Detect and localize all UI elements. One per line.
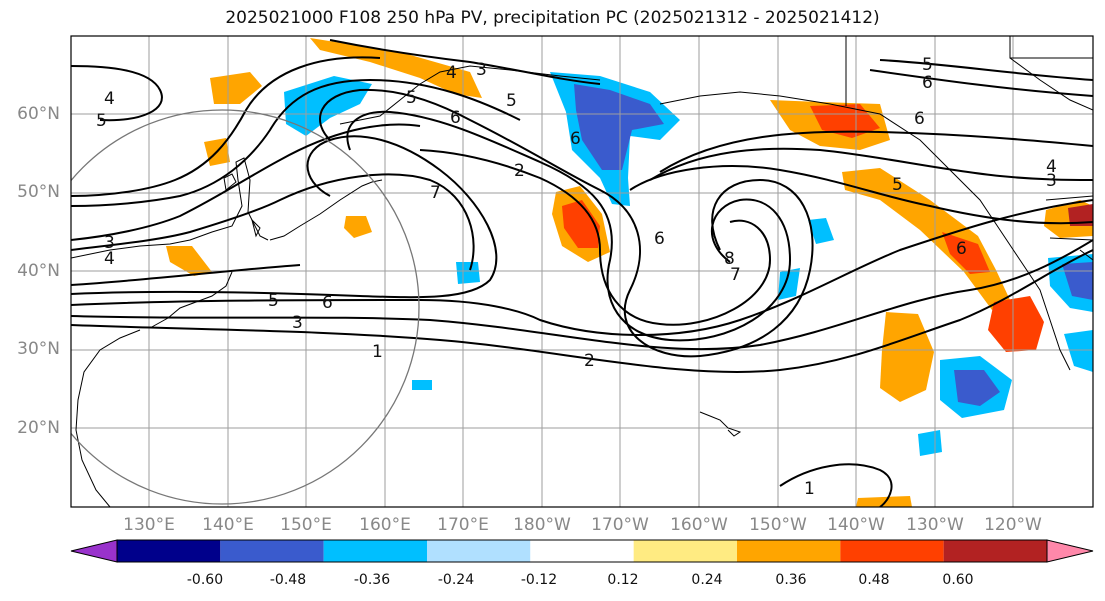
- precip-positive-area: [842, 168, 1010, 310]
- radius-circle: [71, 109, 420, 505]
- contour-label: 2: [514, 161, 525, 181]
- colorbar: [70, 539, 1094, 563]
- contour-label: 3: [476, 60, 487, 80]
- lon-tick: 180°W: [513, 515, 571, 535]
- precip-positive-area: [166, 246, 212, 276]
- precip-positive-area: [810, 104, 880, 138]
- colorbar-box: [943, 540, 1047, 562]
- lon-tick: 150°E: [280, 515, 332, 535]
- colorbar-label: -0.12: [520, 572, 558, 588]
- contour-label: 5: [922, 55, 933, 75]
- precip-positive-area: [344, 216, 372, 238]
- contour-label: 6: [654, 229, 665, 249]
- contour-label: 4: [446, 63, 457, 83]
- lat-tick: 20°N: [17, 418, 60, 438]
- precip-positive-area: [210, 72, 262, 104]
- colorbar-box: [323, 540, 427, 562]
- precip-shading: [166, 38, 1093, 507]
- contour-label: 4: [104, 249, 115, 269]
- lon-tick: 130°E: [123, 515, 175, 535]
- contour-label: 4: [1046, 157, 1057, 177]
- contour-label: 7: [730, 265, 741, 285]
- contour-label: 5: [96, 111, 107, 131]
- precip-negative-area: [574, 84, 664, 170]
- colorbar-box: [220, 540, 324, 562]
- contour-label: 5: [268, 291, 279, 311]
- contour-label: 6: [570, 129, 581, 149]
- lon-tick: 170°W: [591, 515, 649, 535]
- lon-tick: 170°E: [437, 515, 489, 535]
- precip-negative-area: [1064, 330, 1093, 372]
- contour-label: 3: [292, 313, 303, 333]
- map-frame: [70, 35, 1094, 508]
- precip-negative-area: [456, 262, 480, 284]
- colorbar-extend-high: [1046, 539, 1094, 563]
- colorbar-box: [737, 540, 841, 562]
- lon-tick: 150°W: [749, 515, 807, 535]
- precip-positive-area: [310, 38, 482, 98]
- contour-label: 6: [914, 109, 925, 129]
- pv-contours: [71, 39, 1093, 507]
- map-title: 2025021000 F108 250 hPa PV, precipitatio…: [225, 8, 880, 28]
- contour-labels: 4 5 3 4 3 5 4 5 6 7 2 6 5 6 3 1 2 6 8 7 …: [96, 55, 1057, 499]
- colorbar-label: -0.36: [353, 572, 391, 588]
- precip-positive-area: [1068, 204, 1093, 226]
- colorbar-box: [530, 540, 634, 562]
- contour-label: 3: [104, 233, 115, 253]
- lat-tick: 40°N: [17, 261, 60, 281]
- colorbar-label: 0.48: [858, 572, 890, 588]
- colorbar-label: 0.12: [607, 572, 639, 588]
- contour-label: 4: [104, 89, 115, 109]
- precip-positive-area: [562, 200, 600, 248]
- contour-label: 1: [372, 342, 383, 362]
- colorbar-label: -0.24: [437, 572, 475, 588]
- lat-tick: 50°N: [17, 182, 60, 202]
- colorbar-box: [633, 540, 737, 562]
- lon-tick: 140°W: [827, 515, 885, 535]
- contour-label: 6: [322, 293, 333, 313]
- precip-negative-area: [778, 268, 800, 300]
- colorbar-label: 0.36: [775, 572, 807, 588]
- precip-negative-area: [808, 218, 834, 244]
- precip-positive-area: [988, 296, 1044, 352]
- contour-label: 5: [892, 175, 903, 195]
- lat-tick: 60°N: [17, 104, 60, 124]
- contour-label: 3: [1046, 171, 1057, 191]
- colorbar-box: [427, 540, 531, 562]
- contour-label: 8: [724, 249, 735, 269]
- lat-tick: 30°N: [17, 339, 60, 359]
- colorbar-label: 0.24: [691, 572, 723, 588]
- colorbar-label: 0.60: [942, 572, 974, 588]
- colorbar-box: [840, 540, 944, 562]
- contour-label: 7: [430, 183, 441, 203]
- precip-positive-area: [880, 312, 934, 402]
- colorbar-extend-low: [70, 539, 118, 563]
- graticule: [71, 36, 1093, 507]
- contour-label: 6: [922, 73, 933, 93]
- contour-label: 6: [956, 239, 967, 259]
- contour-label: 2: [584, 351, 595, 371]
- lon-tick: 160°E: [359, 515, 411, 535]
- lon-tick: 140°E: [202, 515, 254, 535]
- precip-negative-area: [954, 370, 1000, 406]
- lon-tick: 120°W: [984, 515, 1042, 535]
- colorbar-label: -0.48: [269, 572, 307, 588]
- precip-positive-area: [942, 232, 990, 274]
- contour-label: 6: [450, 108, 461, 128]
- precip-negative-area: [412, 380, 432, 390]
- lon-tick: 160°W: [670, 515, 728, 535]
- precip-positive-area: [856, 496, 912, 507]
- contour-label: 5: [506, 91, 517, 111]
- contour-label: 5: [406, 88, 417, 108]
- lon-tick: 130°W: [906, 515, 964, 535]
- colorbar-box: [117, 540, 221, 562]
- colorbar-label: -0.60: [186, 572, 224, 588]
- precip-negative-area: [918, 430, 942, 456]
- contour-label: 1: [804, 479, 815, 499]
